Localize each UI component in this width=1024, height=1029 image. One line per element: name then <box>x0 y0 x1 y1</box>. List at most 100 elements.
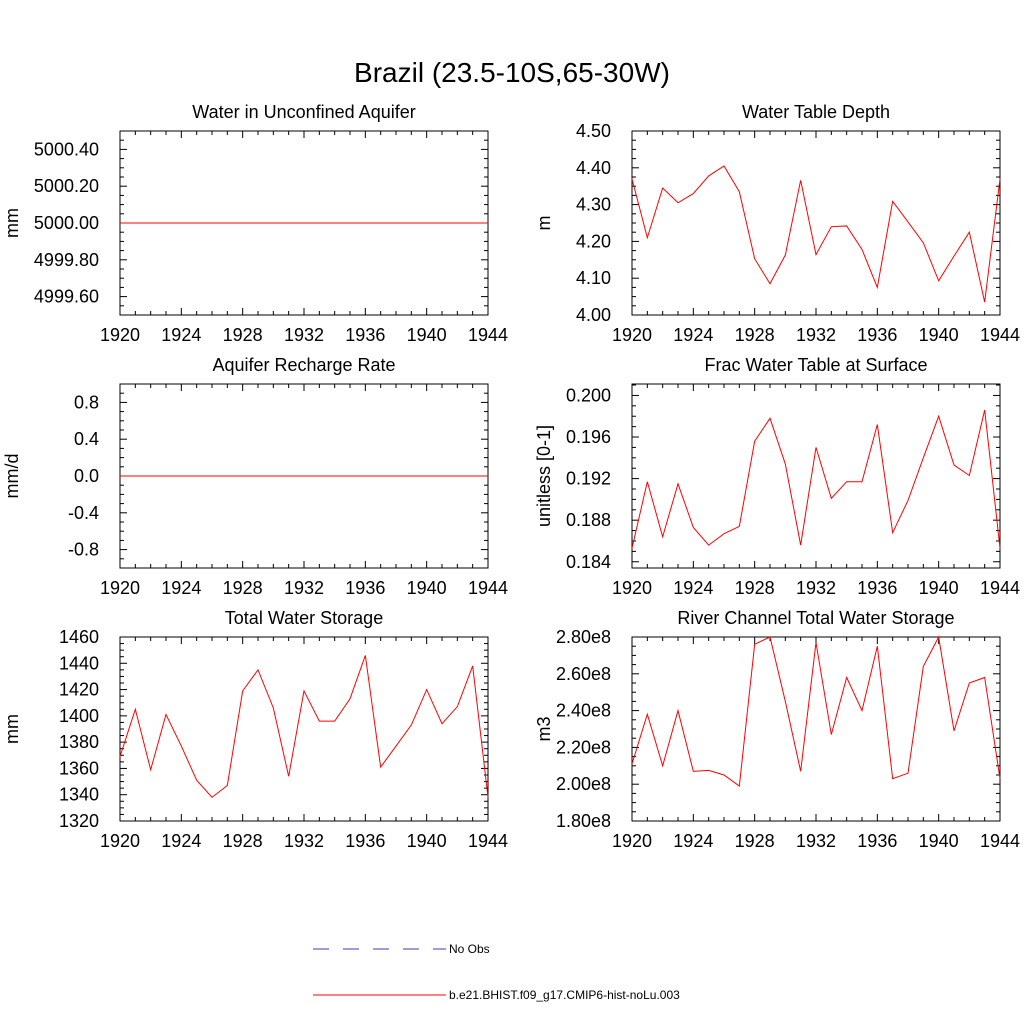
panel-6-ytick-label: 1.80e8 <box>556 811 611 831</box>
panel-1-ytick-label: 5000.20 <box>34 176 99 196</box>
panel-2-xtick-label: 1928 <box>735 325 775 345</box>
panel-4-ylabel: unitless [0-1] <box>534 425 554 527</box>
panel-6-xtick-label: 1940 <box>919 831 959 851</box>
panel-5-ytick-label: 1380 <box>59 732 99 752</box>
panel-1-ytick-label: 4999.60 <box>34 287 99 307</box>
panel-5-frame <box>119 636 489 822</box>
panel-5-ytick-label: 1440 <box>59 653 99 673</box>
panel-1-xtick-label: 1936 <box>345 325 385 345</box>
panel-2-ytick-label: 4.30 <box>576 195 611 215</box>
panel-2-ytick-label: 4.10 <box>576 268 611 288</box>
panel-2-xtick-label: 1924 <box>673 325 713 345</box>
panel-3: Aquifer Recharge Rate mm/d 1920 1924 1928 193… <box>2 355 508 598</box>
panel-5-xtick-label: 1940 <box>407 831 447 851</box>
figure-title: Brazil (23.5-10S,65-30W) <box>354 57 670 88</box>
panel-5-ytick-label: 1400 <box>59 706 99 726</box>
panel-6-ytick-label: 2.20e8 <box>556 737 611 757</box>
panel-4-ytick-label: 0.196 <box>566 427 611 447</box>
panel-2-ytick-label: 4.00 <box>576 305 611 325</box>
panel-1-xtick-label: 1920 <box>100 325 140 345</box>
panel-6-frame <box>631 636 1001 822</box>
panel-4-xtick-label: 1936 <box>857 578 897 598</box>
panel-6-series-line <box>631 635 1001 787</box>
panel-5-ytick-label: 1320 <box>59 811 99 831</box>
panel-2-series-line <box>631 165 1001 303</box>
panel-1-title: Water in Unconfined Aquifer <box>192 102 415 122</box>
panel-1-xtick-label: 1944 <box>468 325 508 345</box>
panel-3-ytick-label: 0.0 <box>74 466 99 486</box>
legend-label-model: b.e21.BHIST.f09_g17.CMIP6-hist-noLu.003 <box>449 988 680 1002</box>
panel-6-xtick-label: 1924 <box>673 831 713 851</box>
panel-3-ytick-label: -0.4 <box>68 503 99 523</box>
panel-6-ytick-label: 2.40e8 <box>556 701 611 721</box>
panel-3-xtick-label: 1944 <box>468 578 508 598</box>
panel-6-xtick-label: 1944 <box>980 831 1020 851</box>
panel-2-xtick-label: 1944 <box>980 325 1020 345</box>
panel-2-ytick-label: 4.50 <box>576 121 611 141</box>
panel-3-xtick-label: 1936 <box>345 578 385 598</box>
panel-4: Frac Water Table at Surface unitless [0-1… <box>534 355 1020 598</box>
panel-5-ylabel: mm <box>2 714 22 744</box>
panel-5-ytick-label: 1420 <box>59 680 99 700</box>
panel-2-ytick-label: 4.20 <box>576 231 611 251</box>
panel-6-xtick-label: 1928 <box>735 831 775 851</box>
panel-1-xtick-label: 1924 <box>161 325 201 345</box>
panel-5-ytick-label: 1460 <box>59 627 99 647</box>
panel-2: Water Table Depth m 1920 1924 1928 1932 1936 19… <box>534 102 1020 345</box>
panel-6-title: River Channel Total Water Storage <box>677 608 954 628</box>
panel-2-ylabel: m <box>534 216 554 231</box>
panel-4-title: Frac Water Table at Surface <box>704 355 927 375</box>
panel-5-title: Total Water Storage <box>225 608 383 628</box>
panel-1-xtick-label: 1928 <box>223 325 263 345</box>
panel-3-ytick-label: 0.4 <box>74 429 99 449</box>
panel-3-title: Aquifer Recharge Rate <box>212 355 395 375</box>
panel-6-ytick-label: 2.80e8 <box>556 627 611 647</box>
panel-4-ytick-label: 0.192 <box>566 469 611 489</box>
panel-4-ytick-label: 0.184 <box>566 552 611 572</box>
panel-5-series-line <box>119 655 489 799</box>
panel-4-frame <box>631 383 1001 569</box>
panel-6-xtick-label: 1936 <box>857 831 897 851</box>
panel-5-xtick-label: 1936 <box>345 831 385 851</box>
panel-3-xtick-label: 1924 <box>161 578 201 598</box>
panel-1-xtick-label: 1932 <box>284 325 324 345</box>
panel-5-xtick-label: 1924 <box>161 831 201 851</box>
panel-4-xtick-label: 1920 <box>612 578 652 598</box>
panel-5-ytick-label: 1360 <box>59 758 99 778</box>
panel-4-xtick-label: 1944 <box>980 578 1020 598</box>
panel-2-ytick-label: 4.40 <box>576 158 611 178</box>
panel-3-ytick-label: -0.8 <box>68 540 99 560</box>
panel-1: Water in Unconfined Aquifer mm 1920 1924 192… <box>2 102 508 345</box>
panel-3-ytick-label: 0.8 <box>74 392 99 412</box>
panel-4-series-line <box>631 409 1001 549</box>
panel-6-xtick-label: 1920 <box>612 831 652 851</box>
panel-1-ytick-label: 5000.00 <box>34 213 99 233</box>
panel-2-title: Water Table Depth <box>742 102 890 122</box>
panel-6-ylabel: m3 <box>534 716 554 741</box>
panel-4-ytick-label: 0.200 <box>566 385 611 405</box>
panel-4-xtick-label: 1940 <box>919 578 959 598</box>
panel-1-xtick-label: 1940 <box>407 325 447 345</box>
panel-2-xtick-label: 1920 <box>612 325 652 345</box>
legend: No Obs b.e21.BHIST.f09_g17.CMIP6-hist-no… <box>313 942 680 1002</box>
panel-6-ytick-label: 2.00e8 <box>556 774 611 794</box>
panel-1-ytick-label: 4999.80 <box>34 250 99 270</box>
panel-4-xtick-label: 1932 <box>796 578 836 598</box>
panel-6-ytick-label: 2.60e8 <box>556 664 611 684</box>
panel-5-xtick-label: 1944 <box>468 831 508 851</box>
panel-1-ytick-label: 5000.40 <box>34 139 99 159</box>
panel-1-ylabel: mm <box>2 208 22 238</box>
panel-2-xtick-label: 1932 <box>796 325 836 345</box>
panel-3-xtick-label: 1928 <box>223 578 263 598</box>
panel-5-xtick-label: 1920 <box>100 831 140 851</box>
panel-2-xtick-label: 1940 <box>919 325 959 345</box>
panel-6-xtick-label: 1932 <box>796 831 836 851</box>
legend-label-no-obs: No Obs <box>449 942 490 956</box>
panel-2-frame <box>631 130 1001 316</box>
panel-5: Total Water Storage mm 1920 1924 1928 1932 193… <box>2 608 508 851</box>
panel-3-xtick-label: 1920 <box>100 578 140 598</box>
panel-4-ytick-label: 0.188 <box>566 510 611 530</box>
panel-4-xtick-label: 1924 <box>673 578 713 598</box>
